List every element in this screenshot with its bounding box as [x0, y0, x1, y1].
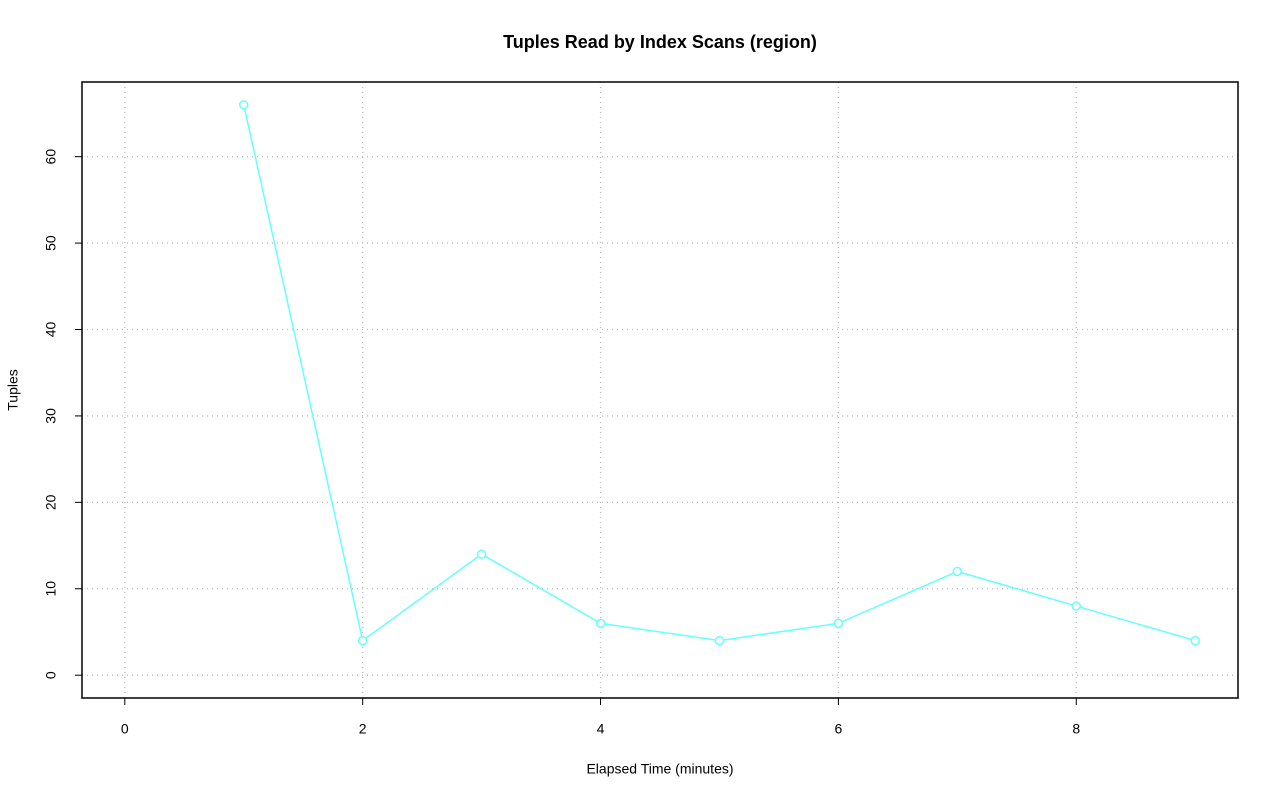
x-tick-label: 8: [1072, 721, 1080, 737]
y-tick-label: 20: [43, 494, 59, 510]
data-point: [1071, 601, 1082, 611]
data-point: [952, 566, 963, 577]
x-tick-label: 0: [121, 721, 129, 737]
x-axis-label: Elapsed Time (minutes): [586, 761, 733, 777]
y-tick-label: 30: [43, 408, 59, 424]
data-point: [714, 635, 725, 646]
chart-title: Tuples Read by Index Scans (region): [503, 32, 817, 52]
data-line: [243, 104, 1196, 642]
data-point: [1190, 635, 1200, 646]
data-point: [595, 618, 606, 629]
y-tick-label: 50: [43, 235, 59, 251]
y-tick-label: 10: [43, 581, 59, 597]
x-tick-label: 6: [834, 721, 842, 737]
plot-frame: [81, 81, 1239, 699]
data-point: [476, 549, 487, 559]
y-axis-label: Tuples: [5, 369, 21, 411]
data-point: [357, 635, 368, 646]
y-tick-label: 60: [43, 149, 59, 165]
y-tick-label: 0: [43, 671, 59, 679]
x-tick-label: 2: [359, 721, 367, 737]
data-point: [238, 100, 249, 110]
data-point: [833, 618, 844, 629]
y-tick-label: 40: [43, 322, 59, 338]
x-tick-label: 4: [597, 721, 605, 737]
